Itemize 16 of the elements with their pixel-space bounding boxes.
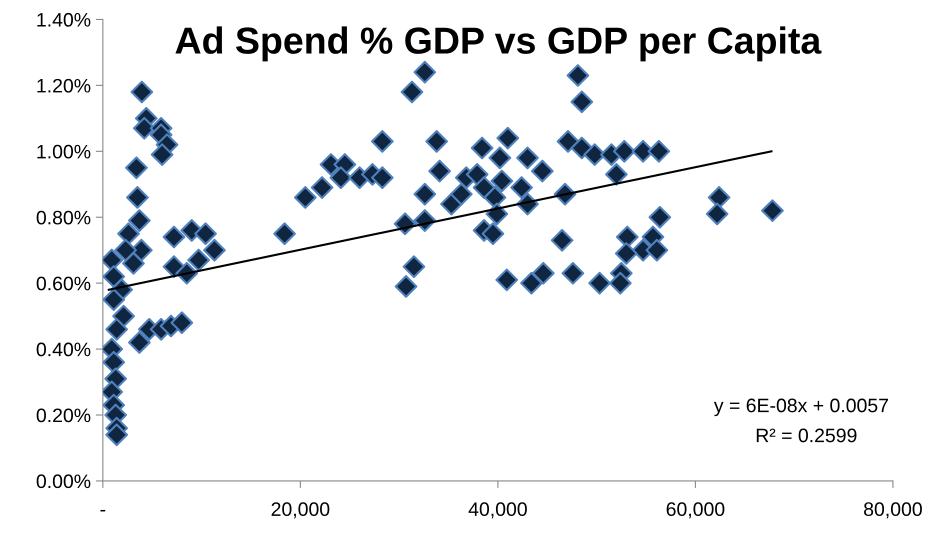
y-tick-label: 0.80% (36, 210, 90, 224)
y-tick-label: 0.20% (36, 408, 90, 422)
x-tick-label: 60,000 (666, 502, 724, 518)
x-tick-label: 40,000 (468, 502, 527, 518)
y-tick-label: 1.40% (37, 12, 90, 27)
y-tick-label: 1.20% (37, 78, 90, 93)
chart-title: Ad Spend % GDP vs GDP per Capita (175, 26, 822, 62)
y-tick-label: 0.40% (36, 342, 90, 356)
y-tick-label: 0.60% (36, 276, 90, 290)
annotation: R² = 0.2599 (756, 428, 856, 442)
y-tick-label: 0.00% (36, 474, 90, 488)
x-tick-label: 80,000 (864, 502, 922, 518)
annotation: y = 6E-08x + 0.0057 (714, 398, 888, 416)
x-tick-label: 20,000 (272, 502, 330, 518)
x-tick-label: - (100, 510, 106, 512)
y-tick-label: 1.00% (37, 144, 90, 159)
